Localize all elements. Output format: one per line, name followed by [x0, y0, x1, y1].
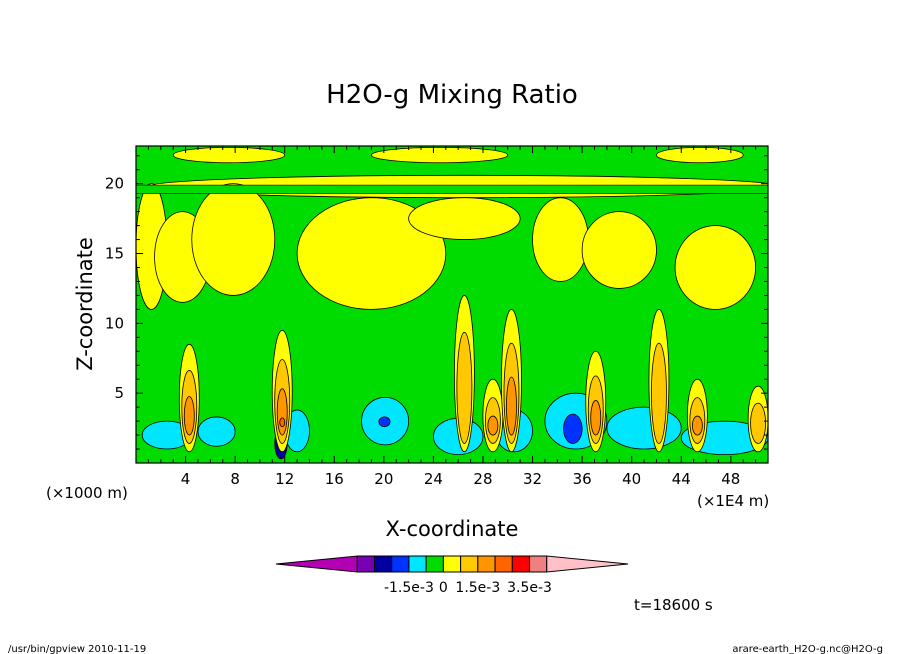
convective-column	[276, 388, 288, 436]
convective-column	[651, 342, 667, 444]
low-dry-region	[197, 416, 236, 447]
plot-frame	[135, 145, 769, 464]
x-tick-label: 40	[622, 470, 641, 488]
colorbar-swatch	[460, 555, 479, 573]
colorbar-label: 3.5e-3	[507, 580, 552, 596]
colorbar-swatch	[373, 555, 393, 573]
x-tick-label: 28	[473, 470, 492, 488]
upper-layer-region	[371, 146, 509, 164]
upper-layer-region	[191, 183, 276, 296]
colorbar-label: 1.5e-3	[455, 580, 500, 596]
upper-layer-region	[172, 146, 286, 164]
colorbar-end-high	[546, 555, 629, 573]
colorbar-swatch	[425, 555, 444, 573]
colorbar-swatch	[511, 555, 531, 573]
x-tick-label: 12	[275, 470, 294, 488]
convective-column	[590, 400, 602, 436]
colorbar-label: 0	[439, 580, 448, 596]
x-tick-label: 8	[230, 470, 240, 488]
upper-layer-region	[532, 197, 589, 282]
convective-column	[279, 417, 286, 428]
low-dry-region	[563, 413, 583, 444]
plot-area	[136, 146, 768, 463]
colorbar-swatch	[529, 555, 548, 573]
x-tick-label: 32	[523, 470, 542, 488]
colorbar-swatch	[391, 555, 410, 573]
convective-column	[456, 331, 473, 444]
colorbar-label: -1.5e-3	[384, 580, 434, 596]
x-tick-label: 20	[374, 470, 393, 488]
time-label: t=18600 s	[634, 596, 713, 614]
y-tick-label: 5	[114, 384, 124, 402]
convective-column	[506, 376, 517, 436]
upper-layer-region	[296, 197, 447, 310]
upper-layer-region	[408, 197, 521, 240]
upper-layer-region	[674, 225, 757, 310]
chart-title: H2O-g Mixing Ratio	[326, 80, 578, 110]
x-tick-label: 44	[672, 470, 691, 488]
y-tick-label: 10	[105, 314, 124, 332]
colorbar-swatch	[477, 555, 496, 573]
colorbar: -1.5e-3 0 1.5e-3 3.5e-3	[275, 555, 629, 596]
colorbar-swatch	[356, 555, 375, 573]
convective-column	[750, 402, 766, 444]
x-tick-label: 4	[181, 470, 191, 488]
colorbar-swatch	[494, 555, 513, 573]
x-tick-label: 16	[325, 470, 344, 488]
band-contour	[136, 184, 768, 194]
convective-column	[487, 415, 499, 436]
low-dry-region	[606, 406, 682, 450]
convective-column	[183, 396, 195, 436]
colorbar-end-low	[275, 555, 358, 573]
colorbar-swatch	[442, 555, 462, 573]
upper-layer-region	[656, 146, 744, 164]
y-tick-label: 20	[105, 175, 124, 193]
y-scale-note: (×1000 m)	[46, 484, 128, 502]
x-scale-note: (×1E4 m)	[697, 492, 769, 510]
footer-left: /usr/bin/gpview 2010-11-19	[8, 644, 146, 654]
x-tick-label: 36	[573, 470, 592, 488]
footer-right: arare-earth_H2O-g.nc@H2O-g	[732, 644, 883, 654]
low-dry-region	[378, 416, 391, 428]
convective-column	[691, 415, 703, 436]
x-tick-label: 48	[721, 470, 740, 488]
y-axis-label: Z-coordinate	[73, 237, 97, 371]
y-tick-label: 15	[105, 245, 124, 263]
colorbar-swatch	[408, 555, 427, 573]
x-tick-label: 24	[424, 470, 443, 488]
upper-layer-region	[581, 211, 657, 289]
x-axis-label: X-coordinate	[386, 517, 519, 541]
